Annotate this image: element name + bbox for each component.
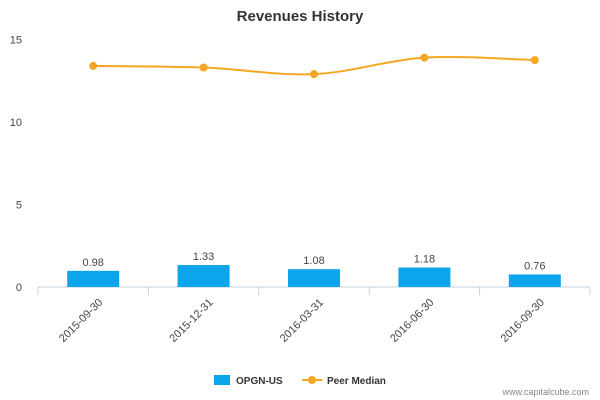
legend: OPGN-US Peer Median (214, 375, 386, 387)
legend-bar-swatch[interactable] (214, 375, 230, 385)
chart-title: Revenues History (237, 8, 364, 25)
bar[interactable] (398, 267, 451, 287)
peer-median-point[interactable] (530, 56, 539, 65)
x-tick-label: 2016-03-31 (278, 297, 326, 345)
x-tick-label: 2015-12-31 (167, 297, 215, 345)
bar[interactable] (67, 270, 120, 287)
y-tick-label: 15 (10, 35, 22, 47)
legend-line-label[interactable]: Peer Median (327, 376, 386, 387)
x-axis-tickmarks (37, 287, 591, 295)
bar-data-labels: 0.98 1.33 1.08 1.18 0.76 (82, 251, 545, 272)
x-tick-label: 2016-06-30 (388, 297, 436, 345)
bar[interactable] (177, 265, 230, 287)
bar-value-label: 1.33 (193, 251, 214, 263)
bar-value-label: 0.98 (82, 257, 103, 269)
bar-value-label: 1.18 (414, 254, 435, 266)
peer-median-point[interactable] (199, 63, 208, 72)
line-series (89, 53, 539, 79)
peer-median-point[interactable] (89, 61, 98, 70)
bar-value-label: 0.76 (524, 260, 545, 272)
y-axis-ticks: 0 5 10 15 (10, 35, 22, 295)
y-tick-label: 10 (10, 117, 22, 129)
x-tick-label: 2016-09-30 (499, 297, 547, 345)
legend-bar-label[interactable]: OPGN-US (236, 376, 283, 387)
bar-series (67, 265, 561, 287)
legend-line-marker (308, 376, 316, 384)
peer-median-point[interactable] (310, 70, 318, 79)
bar[interactable] (288, 269, 340, 287)
y-tick-label: 5 (16, 200, 22, 212)
credit-text[interactable]: www.capitalcube.com (501, 387, 589, 397)
x-tick-label: 2015-09-30 (57, 297, 105, 345)
bar-value-label: 1.08 (303, 255, 324, 267)
y-tick-label: 0 (16, 282, 22, 294)
bar[interactable] (508, 274, 561, 287)
x-axis-labels: 2015-09-30 2015-12-31 2016-03-31 2016-06-30… (57, 297, 547, 345)
peer-median-point[interactable] (420, 53, 429, 62)
